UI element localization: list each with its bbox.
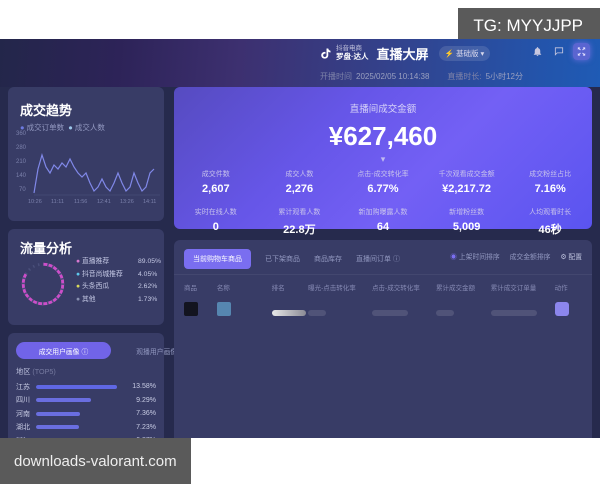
svg-text:13:26: 13:26: [120, 199, 134, 205]
svg-text:140: 140: [16, 173, 27, 179]
svg-text:210: 210: [16, 159, 27, 165]
svg-text:70: 70: [19, 187, 26, 193]
svg-text:12:41: 12:41: [97, 199, 111, 205]
svg-text:360: 360: [16, 131, 27, 137]
svg-text:11:56: 11:56: [74, 199, 87, 205]
svg-text:10:26: 10:26: [28, 199, 42, 205]
svg-text:11:11: 11:11: [51, 199, 64, 205]
svg-text:14:11: 14:11: [143, 199, 156, 205]
svg-text:280: 280: [16, 145, 27, 151]
